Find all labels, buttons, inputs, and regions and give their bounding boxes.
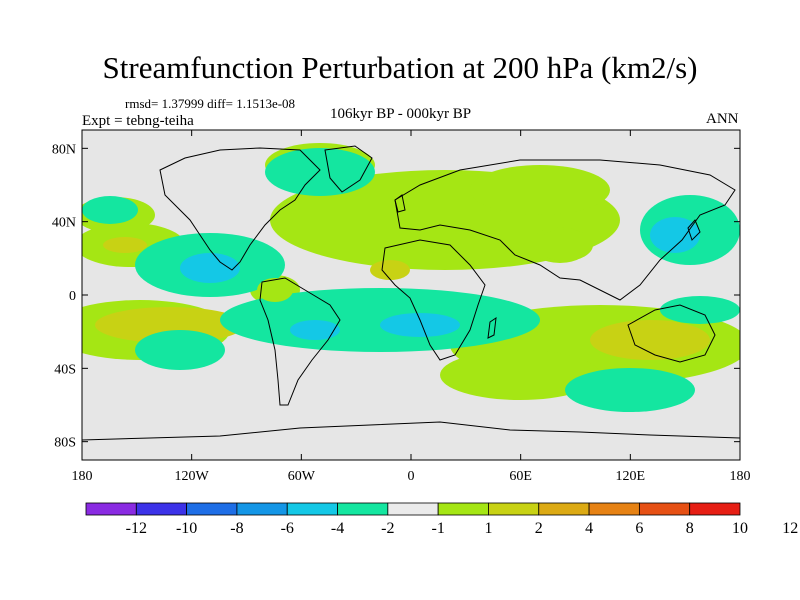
colorbar-swatch (286, 502, 338, 516)
south-indian-positive-lobe (440, 350, 600, 400)
lat-tick-label: 80S (54, 436, 76, 451)
coastlines (82, 145, 740, 441)
colorbar-swatch (689, 502, 741, 516)
japan-outline (687, 219, 701, 241)
north-america-negative-lobe (265, 148, 375, 196)
colorbar-swatch (538, 502, 590, 516)
andes-positive-lobe (257, 278, 293, 302)
uk-outline (394, 194, 406, 213)
japan-strong-core (650, 217, 700, 253)
colorbar-label: 12 (782, 520, 798, 537)
stats-label: rmsd= 1.37999 diff= 1.1513e-08 (125, 96, 296, 111)
east-pacific-strong-core (180, 253, 240, 283)
colorbar-label: 8 (686, 520, 694, 537)
lon-tick-label: 180 (72, 469, 93, 484)
colorbar-swatch (488, 502, 540, 516)
lon-tick-label: 0 (408, 469, 415, 484)
plot-title: Streamfunction Perturbation at 200 hPa (… (102, 50, 698, 85)
colorbar: -12 -10 -8 -6 -4 -2 -1 1 2 4 6 8 10 12 (85, 502, 798, 537)
lat-tick-label: 40S (54, 362, 76, 377)
greenland-outline (324, 145, 373, 193)
colorbar-label: 1 (484, 520, 492, 537)
antarctica-outline (82, 421, 740, 441)
west-africa-strong-lobe (370, 260, 410, 280)
colorbar-label: -2 (381, 520, 394, 537)
africa-outline (381, 239, 486, 361)
tibet-positive-lobe (537, 229, 593, 261)
aleutian-negative-lobe (82, 196, 138, 224)
colorbar-label: 2 (535, 520, 543, 537)
south-america-strong-core (290, 320, 340, 340)
map-field (82, 130, 740, 460)
south-pacific-strong-lobe (95, 307, 245, 343)
madagascar-outline (487, 316, 497, 339)
australia-strong-lobe (590, 320, 710, 360)
south-pacific-negative-lobe (135, 330, 225, 370)
colorbar-label: 4 (585, 520, 593, 537)
lon-tick-label: 120W (175, 469, 210, 484)
colorbar-swatch (337, 502, 389, 516)
colorbar-label: 6 (635, 520, 643, 537)
atlantic-strong-core (380, 313, 460, 337)
strong-negative-anomaly-fill (180, 217, 700, 340)
south-america-outline (259, 277, 341, 406)
colorbar-swatch (85, 502, 137, 516)
australia-outline (627, 304, 716, 363)
lat-tick-label: 80N (52, 142, 76, 157)
colorbar-swatch (588, 502, 640, 516)
period-label: 106kyr BP - 000kyr BP (330, 106, 472, 122)
lon-tick-label: 120E (616, 469, 646, 484)
colorbar-swatch (437, 502, 489, 516)
colorbar-label: -4 (331, 520, 344, 537)
north-pacific-strong-lobe (103, 237, 147, 253)
colorbar-swatch (236, 502, 288, 516)
lon-tick-label: 60W (288, 469, 316, 484)
lon-tick-label: 60E (509, 469, 532, 484)
colorbar-label: -6 (281, 520, 294, 537)
west-pacific-tropical-negative-lobe (660, 296, 740, 324)
colorbar-label: -12 (126, 520, 147, 537)
eurasia-positive-lobe (470, 165, 610, 215)
colorbar-label: -10 (176, 520, 197, 537)
lat-tick-label: 40N (52, 216, 76, 231)
colorbar-label: 10 (732, 520, 748, 537)
colorbar-swatch (638, 502, 691, 516)
north-america-outline (159, 147, 321, 271)
colorbar-swatch (135, 502, 188, 516)
lat-tick-label: 0 (69, 289, 76, 304)
longitude-axis: 180 120W 60W 0 60E 120E 180 (72, 130, 751, 484)
season-label: ANN (706, 111, 739, 127)
eurasia-outline (394, 159, 736, 301)
colorbar-label: -1 (431, 520, 444, 537)
colorbar-swatch (186, 502, 238, 516)
colorbar-swatch (387, 502, 439, 516)
southern-ocean-negative-lobe (565, 368, 695, 412)
experiment-label: Expt = tebng-teiha (82, 113, 194, 129)
latitude-axis: 80N 40N 0 40S 80S (52, 142, 740, 451)
strong-positive-anomaly-fill (95, 237, 710, 360)
lon-tick-label: 180 (730, 469, 751, 484)
colorbar-label: -8 (230, 520, 243, 537)
